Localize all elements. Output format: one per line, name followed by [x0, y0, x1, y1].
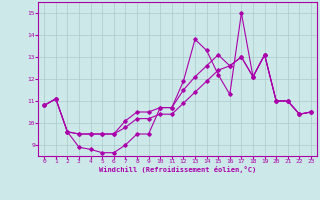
X-axis label: Windchill (Refroidissement éolien,°C): Windchill (Refroidissement éolien,°C): [99, 166, 256, 173]
